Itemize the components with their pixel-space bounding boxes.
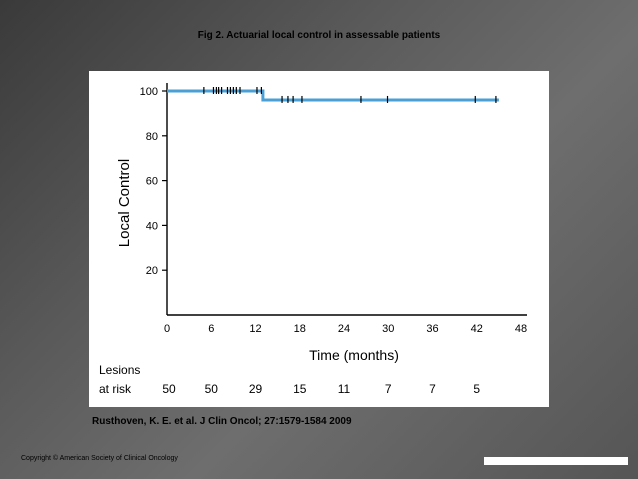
risk-count: 29	[249, 382, 263, 396]
y-tick-label: 100	[140, 86, 158, 98]
risk-count: 50	[162, 382, 176, 396]
x-tick-label: 0	[164, 323, 170, 335]
km-figure-panel: 20 40 60 80 100 0 6 12 18 24 30 36 42 48 Local Contr…	[89, 71, 549, 407]
y-tick-label: 20	[146, 265, 158, 277]
risk-label-lesions: Lesions	[99, 363, 140, 377]
km-chart: 20 40 60 80 100 0 6 12 18 24 30 36 42 48 Local Contr…	[99, 83, 527, 396]
x-tick-label: 12	[249, 323, 261, 335]
y-tick-label: 40	[146, 220, 158, 232]
y-tick-label: 60	[146, 176, 158, 188]
x-tick-label: 36	[426, 323, 438, 335]
censor-marks	[203, 87, 497, 103]
x-tick-label: 24	[338, 323, 350, 335]
chart-axes	[166, 83, 527, 316]
slide-title-text: Fig 2. Actuarial local control in assess…	[197, 30, 441, 41]
km-series-line	[167, 89, 499, 102]
risk-count: 50	[205, 382, 219, 396]
x-tick-label: 6	[208, 323, 214, 335]
x-tick-label: 42	[471, 323, 483, 335]
x-tick-label: 48	[515, 323, 527, 335]
copyright-notice: Copyright © American Society of Clinical…	[21, 455, 178, 462]
footer-bar	[484, 457, 628, 465]
risk-count: 5	[473, 382, 480, 396]
slide-title: Fig 2. Actuarial local control in assess…	[0, 30, 638, 41]
x-ticks: 0 6 12 18 24 30 36 42 48	[164, 323, 527, 335]
risk-count: 7	[429, 382, 436, 396]
risk-label-at-risk: at risk	[99, 382, 132, 396]
y-ticks: 20 40 60 80 100	[140, 86, 167, 277]
citation: Rusthoven, K. E. et al. J Clin Oncol; 27…	[92, 416, 352, 427]
risk-table-counts: 50 50 29 15 11 7 7 5	[162, 382, 480, 396]
x-tick-label: 18	[294, 323, 306, 335]
y-tick-label: 80	[146, 131, 158, 143]
y-axis-label: Local Control	[116, 159, 133, 247]
x-axis-label: Time (months)	[309, 347, 399, 363]
risk-count: 15	[293, 382, 307, 396]
risk-count: 11	[338, 382, 351, 396]
km-curve	[167, 89, 499, 102]
x-tick-label: 30	[382, 323, 394, 335]
risk-count: 7	[385, 382, 392, 396]
